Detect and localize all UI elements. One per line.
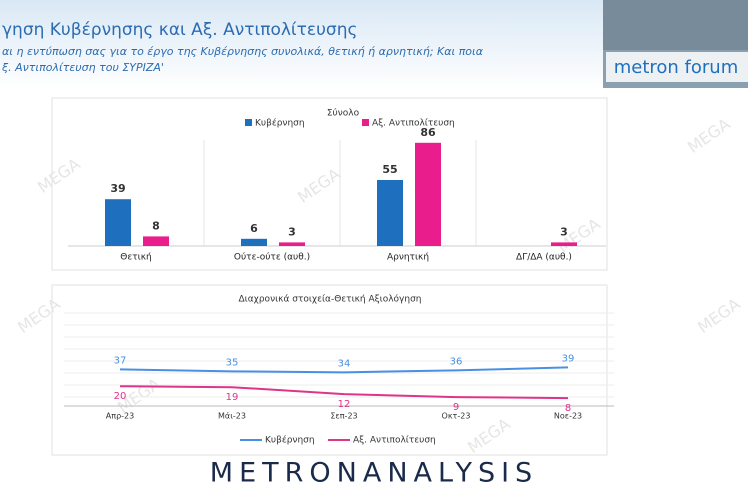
bar [143,236,169,246]
bar [377,180,403,246]
legend-swatch [245,119,252,126]
x-tick-label: Οκτ-23 [442,412,471,421]
value-label: 8 [152,219,160,232]
x-tick-label: Θετική [120,253,151,263]
series-line [119,366,569,374]
footer-brand: METRONANALYSIS [210,458,538,489]
legend-label: Αξ. Αντιπολίτευση [372,119,455,129]
slide-subtitle: αι η εντύπωση σας για το έργο της Κυβέρν… [2,45,484,58]
x-tick-label: ΔΓ/ΔΑ (αυθ.) [516,253,572,263]
bar [105,199,131,246]
value-label: 9 [453,402,459,413]
value-label: 19 [226,392,239,403]
bar [279,242,305,246]
value-label: 55 [382,163,397,176]
value-label: 3 [288,225,296,238]
value-label: 34 [338,358,351,369]
value-label: 37 [114,355,127,366]
legend-swatch [362,119,369,126]
legend-label: Κυβέρνηση [255,118,305,129]
value-label: 12 [338,399,351,410]
slide-title: γηση Κυβέρνησης και Αξ. Αντιπολίτευσης [2,20,357,40]
slide-subtitle: ξ. Αντιπολίτευση του ΣΥΡΙΖΑ' [1,61,164,74]
chart-title: Διαχρονικά στοιχεία-Θετική Αξιολόγηση [239,294,422,305]
x-tick-label: Νοε-23 [554,412,582,421]
bar [415,142,441,246]
series-line [119,385,569,400]
logo-art [603,0,748,50]
value-label: 36 [450,356,463,367]
value-label: 35 [226,357,239,368]
logo-text: metron forum [614,57,739,78]
x-tick-label: Αρνητική [387,253,429,263]
value-label: 20 [114,391,127,402]
legend-label: Κυβέρνηση [265,435,315,446]
logo-strip [606,52,748,82]
chart-title: Σύνολο [327,108,360,119]
bar [551,242,577,246]
bar [241,238,267,246]
value-label: 6 [250,222,258,235]
value-label: 39 [562,353,575,364]
value-label: 8 [565,403,571,414]
x-tick-label: Ούτε-ούτε (αυθ.) [234,252,310,263]
x-tick-label: Μάι-23 [218,412,246,421]
x-tick-label: Απρ-23 [106,412,134,421]
legend-label: Αξ. Αντιπολίτευση [353,436,436,446]
value-label: 3 [560,225,568,238]
x-tick-label: Σεπ-23 [330,412,357,421]
value-label: 39 [110,182,125,195]
value-label: 86 [420,126,436,139]
